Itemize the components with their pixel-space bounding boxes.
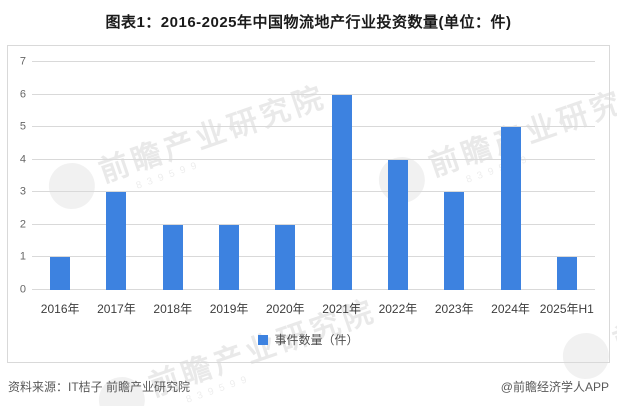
y-tick-label: 5 <box>19 120 26 133</box>
gridline <box>32 191 595 193</box>
gridline <box>32 126 595 128</box>
legend-marker-icon <box>258 334 269 345</box>
credit-text: @前瞻经济学人APP <box>500 380 609 394</box>
bar-2021年 <box>331 94 352 290</box>
bar-column <box>313 62 369 290</box>
y-tick-label: 4 <box>19 153 26 166</box>
x-axis: 2016年 2017年 2018年 2019年 2020年 2021年 2022年 2023年… <box>32 300 595 317</box>
bar-column <box>32 62 88 290</box>
gridline <box>32 289 595 290</box>
gridline <box>32 61 595 62</box>
x-tick-label: 2025年H1 <box>539 302 594 316</box>
bar-2020年 <box>275 224 296 290</box>
chart-title: 图表1：2016-2025年中国物流地产行业投资数量(单位：件) <box>105 14 512 31</box>
bar-column <box>370 62 426 290</box>
legend-label: 事件数量（件） <box>274 333 359 347</box>
bar-2019年 <box>219 224 240 290</box>
x-tick-label: 2020年 <box>265 302 305 316</box>
bar-2018年 <box>162 224 183 290</box>
bar-column <box>539 62 595 290</box>
y-tick-label: 1 <box>19 250 26 263</box>
x-tick-label: 2022年 <box>378 302 418 316</box>
gridline <box>32 223 595 225</box>
y-tick-label: 3 <box>19 185 26 198</box>
y-tick-label: 0 <box>19 283 26 296</box>
bar-2016年 <box>50 257 71 290</box>
bar-2025年H1 <box>556 257 577 290</box>
y-tick-label: 2 <box>19 218 26 231</box>
x-tick-label: 2019年 <box>209 302 249 316</box>
footer: 资料来源：IT桔子 前瞻产业研究院 @前瞻经济学人APP <box>8 378 609 395</box>
bar-2023年 <box>444 192 465 290</box>
x-tick-label: 2017年 <box>97 302 136 316</box>
bar-2017年 <box>106 192 127 290</box>
bar-2024年 <box>500 127 521 290</box>
bar-column <box>88 62 144 290</box>
y-tick-label: 7 <box>19 55 26 68</box>
gridline <box>32 93 595 95</box>
bar-column <box>482 62 538 290</box>
x-tick-label: 2018年 <box>153 302 193 316</box>
bar-column <box>257 62 313 290</box>
bar-column <box>145 62 201 290</box>
x-tick-label: 2021年 <box>322 302 361 316</box>
y-tick-label: 6 <box>19 88 26 101</box>
bar-2022年 <box>387 159 408 290</box>
legend: 事件数量（件） <box>8 331 609 348</box>
bar-column <box>201 62 257 290</box>
bar-column <box>426 62 482 290</box>
gridline <box>32 158 595 160</box>
source-text: 资料来源：IT桔子 前瞻产业研究院 <box>8 380 190 394</box>
x-tick-label: 2024年 <box>491 302 530 316</box>
gridline <box>32 256 595 258</box>
plot-area <box>32 61 595 290</box>
y-axis: 0 1 2 3 4 5 6 7 <box>8 56 26 295</box>
x-tick-label: 2016年 <box>40 302 80 316</box>
x-tick-label: 2023年 <box>434 302 474 316</box>
bars-row <box>32 62 595 290</box>
